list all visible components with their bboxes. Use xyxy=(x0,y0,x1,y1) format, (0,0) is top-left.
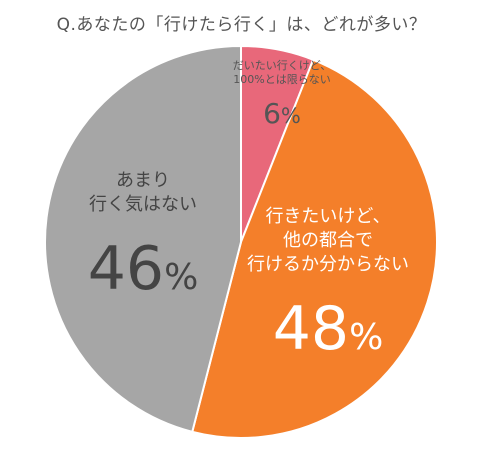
pie-slices xyxy=(44,44,438,439)
slice-category-label: あまり行く気はない xyxy=(89,170,197,215)
slice-percent-label: 48% xyxy=(273,294,384,364)
pie-slice-gray xyxy=(44,44,242,434)
pie-slice-orange xyxy=(191,58,438,439)
chart-title: Q.あなたの「行けたら行く」は、どれが多い？ xyxy=(56,15,427,35)
pie-labels: だいたい行くけど、 100%とは限らない 6% 行きたいけど、他の都合で行けるか分から… xyxy=(88,59,409,364)
slice-label-small: だいたい行くけど、 100%とは限らない 6% xyxy=(233,59,331,130)
slice-percent-label: 46% xyxy=(88,234,199,304)
slice-label-gray: あまり行く気はない 46% xyxy=(88,170,199,304)
slice-label-orange: 行きたいけど、他の都合で行けるか分からない 48% xyxy=(247,206,409,364)
slice-category-label: だいたい行くけど、 100%とは限らない xyxy=(233,59,331,86)
slice-percent-label: 6% xyxy=(263,97,301,130)
slice-category-label: 行きたいけど、他の都合で行けるか分からない xyxy=(247,206,409,275)
